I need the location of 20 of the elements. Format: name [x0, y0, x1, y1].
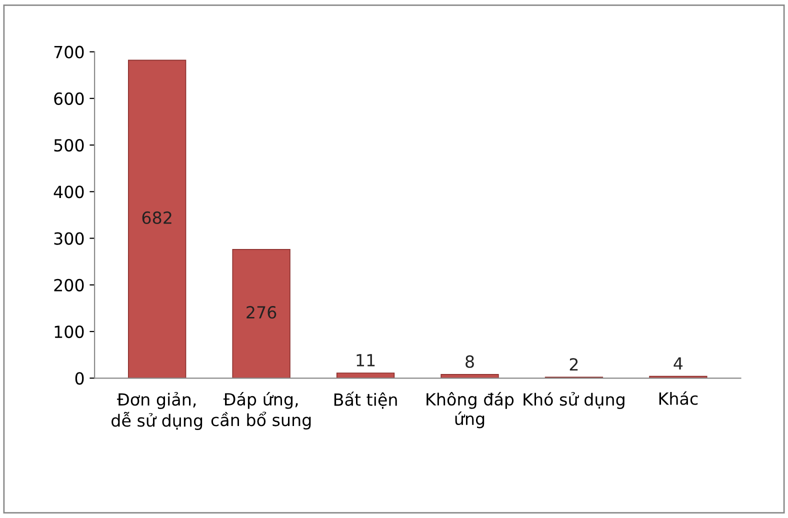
- x-tick-label: Khác: [659, 391, 698, 405]
- x-tick-label: Đơn giản, dễ sử dụng: [112, 392, 202, 430]
- y-tick-label: 600: [54, 92, 84, 105]
- x-tick-label: Bất tiện: [334, 392, 397, 409]
- data-label: 8: [466, 355, 474, 368]
- y-tick-label: 400: [54, 186, 84, 198]
- y-tick-label: 200: [54, 278, 84, 292]
- x-tick-label: Khó sử dụng: [524, 392, 624, 409]
- x-tick-label: Không đáp ứng: [426, 392, 514, 428]
- x-tick-label: Đáp ứng, cần bổ sung: [211, 392, 311, 430]
- y-tick-label: 100: [54, 325, 84, 338]
- data-label: 11: [356, 354, 375, 366]
- data-label: 4: [674, 357, 683, 370]
- y-tick-label: 700: [54, 46, 84, 58]
- y-tick-label: 300: [54, 232, 84, 245]
- data-label: 682: [142, 211, 172, 224]
- data-label: 2: [570, 358, 578, 370]
- y-tick-label: 0: [75, 372, 84, 385]
- y-tick-label: 500: [54, 139, 84, 152]
- data-label: 276: [246, 306, 276, 319]
